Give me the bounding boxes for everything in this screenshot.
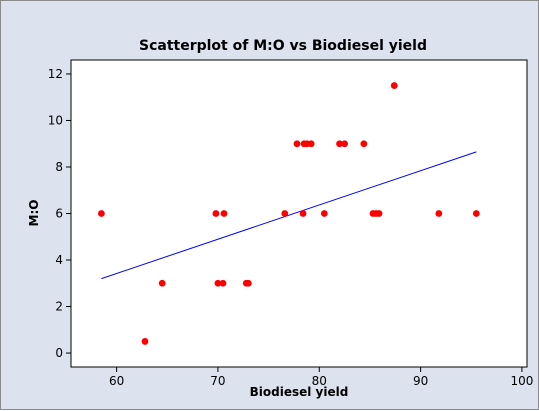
y-tick-label: 6	[55, 207, 63, 221]
data-point	[435, 210, 443, 217]
data-point	[158, 279, 166, 287]
regression-fit-line	[101, 151, 477, 280]
x-axis-label: Biodiesel yield	[250, 385, 349, 399]
x-tick-label: 70	[210, 374, 225, 388]
x-tick-label: 90	[413, 374, 428, 388]
x-tick-label: 100	[510, 374, 533, 388]
data-point	[320, 210, 328, 217]
data-point	[307, 140, 315, 148]
y-tick-label: 8	[55, 160, 63, 174]
data-point	[220, 210, 228, 217]
plot-area	[70, 59, 528, 368]
data-point	[472, 210, 480, 217]
y-tick-label: 4	[55, 253, 63, 267]
data-point	[375, 210, 383, 217]
y-axis-label: M:O	[27, 200, 41, 227]
data-point	[141, 338, 149, 345]
x-tick-label: 80	[312, 374, 327, 388]
data-point	[390, 82, 398, 89]
chart-title: Scatterplot of M:O vs Biodiesel yield	[139, 38, 427, 54]
data-point	[212, 210, 220, 217]
data-point	[336, 140, 343, 148]
data-point	[219, 279, 227, 287]
data-point	[214, 279, 222, 287]
data-point	[293, 140, 301, 148]
y-tick-label: 2	[55, 300, 63, 314]
data-point	[98, 210, 105, 217]
data-point	[281, 210, 289, 217]
data-points-group	[98, 82, 480, 345]
fit-line-group	[101, 151, 477, 280]
y-axis: 0 2 4 6 8 10 12	[48, 67, 71, 360]
data-point	[360, 140, 368, 148]
data-point	[341, 140, 348, 148]
data-point	[244, 279, 252, 287]
data-point	[299, 210, 307, 217]
y-tick-label: 0	[55, 346, 63, 360]
x-tick-label: 60	[109, 374, 124, 388]
y-tick-label: 12	[48, 67, 63, 81]
x-axis: 60 70 80 90 100	[109, 367, 533, 388]
y-tick-label: 10	[48, 113, 63, 127]
